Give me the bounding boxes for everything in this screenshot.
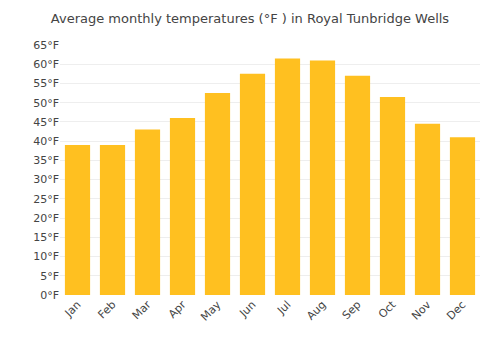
svg-text:40°F: 40°F	[33, 135, 59, 148]
svg-text:Aug: Aug	[304, 298, 328, 322]
svg-text:Apr: Apr	[166, 298, 189, 321]
svg-text:55°F: 55°F	[33, 77, 59, 90]
svg-text:Nov: Nov	[409, 298, 434, 323]
svg-text:Jun: Jun	[236, 298, 258, 320]
svg-text:45°F: 45°F	[33, 116, 59, 129]
svg-text:50°F: 50°F	[33, 97, 59, 110]
svg-text:15°F: 15°F	[33, 231, 59, 244]
svg-text:5°F: 5°F	[40, 270, 59, 283]
svg-text:Sep: Sep	[340, 298, 364, 322]
svg-text:35°F: 35°F	[33, 154, 59, 167]
svg-text:0°F: 0°F	[40, 289, 59, 302]
svg-text:Jul: Jul	[274, 298, 293, 317]
svg-text:30°F: 30°F	[33, 173, 59, 186]
svg-text:60°F: 60°F	[33, 58, 59, 71]
svg-text:Jan: Jan	[62, 298, 84, 320]
svg-text:20°F: 20°F	[33, 212, 59, 225]
svg-text:May: May	[198, 298, 224, 324]
svg-text:Mar: Mar	[130, 298, 154, 322]
svg-text:Dec: Dec	[444, 298, 468, 322]
svg-text:65°F: 65°F	[33, 39, 59, 52]
svg-text:10°F: 10°F	[33, 250, 59, 263]
svg-text:Feb: Feb	[96, 298, 119, 321]
svg-text:25°F: 25°F	[33, 193, 59, 206]
svg-text:Average monthly temperatures (: Average monthly temperatures (°F ) in Ro…	[51, 11, 450, 26]
svg-text:Oct: Oct	[376, 298, 399, 321]
